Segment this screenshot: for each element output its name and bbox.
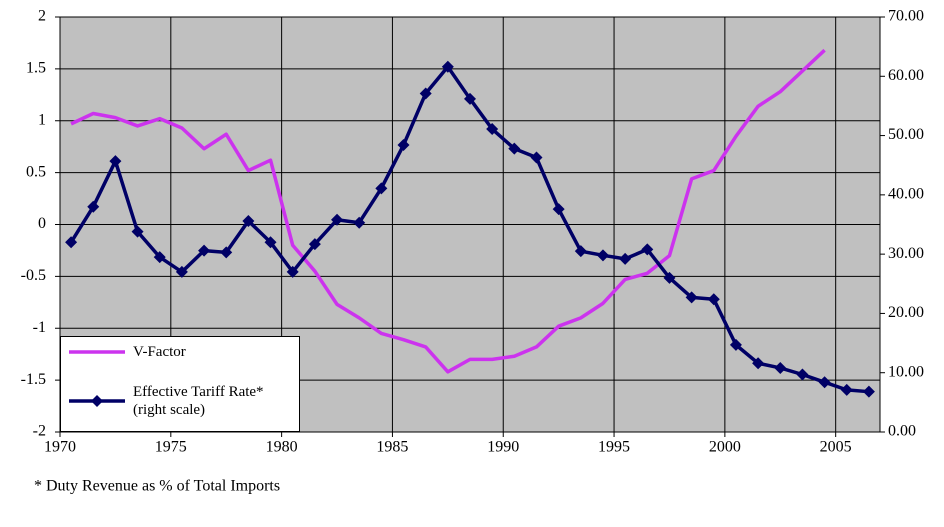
point-marker (530, 151, 543, 164)
legend-label: Effective Tariff Rate* (right scale) (133, 384, 264, 418)
y-tick-label: -1 (33, 319, 46, 336)
x-tick-label: 1970 (44, 439, 76, 456)
legend-swatch (69, 350, 125, 354)
point-marker (175, 265, 188, 278)
point-marker (109, 155, 122, 168)
x-tick-label: 1995 (598, 439, 630, 456)
point-marker (486, 123, 499, 136)
point-marker (663, 271, 676, 284)
point-marker (862, 385, 875, 398)
y2-tick-label: 10.00 (888, 363, 924, 380)
point-marker (818, 376, 831, 389)
y2-tick-label: 40.00 (888, 186, 924, 203)
point-marker (840, 383, 853, 396)
y-tick-label: -2 (33, 423, 46, 440)
x-tick-label: 1975 (155, 439, 187, 456)
y-tick-label: 1.5 (26, 60, 46, 77)
legend-label: V-Factor (133, 344, 186, 360)
series-line (70, 48, 826, 374)
y-tick-label: 0.5 (26, 163, 46, 180)
point-marker (242, 214, 255, 227)
y-tick-label: -1.5 (21, 371, 46, 388)
x-tick-label: 1990 (487, 439, 519, 456)
plot-frame (59, 16, 881, 433)
point-marker (707, 293, 720, 306)
point-marker (220, 246, 233, 259)
y2-tick-label: 30.00 (888, 245, 924, 262)
legend-swatch (69, 395, 125, 407)
x-tick-label: 2000 (709, 439, 741, 456)
x-tick-label: 2005 (820, 439, 852, 456)
point-marker (508, 142, 521, 155)
point-marker (552, 203, 565, 216)
point-marker (353, 216, 366, 229)
footnote: * Duty Revenue as % of Total Imports (34, 478, 280, 495)
point-marker (264, 236, 277, 249)
point-marker (464, 92, 476, 105)
swatch-marker (91, 395, 103, 407)
point-marker (419, 87, 432, 100)
point-marker (752, 357, 765, 370)
point-marker (774, 361, 787, 374)
point-marker (397, 139, 410, 152)
point-marker (375, 182, 388, 195)
point-marker (198, 244, 211, 257)
y2-tick-label: 20.00 (888, 304, 924, 321)
y-tick-label: 2 (38, 8, 46, 25)
y2-tick-label: 50.00 (888, 126, 924, 143)
y2-tick-label: 0.00 (888, 423, 916, 440)
y2-tick-label: 60.00 (888, 67, 924, 84)
x-tick-label: 1980 (266, 439, 298, 456)
legend: V-Factor Effective Tariff Rate* (right sc… (60, 336, 300, 432)
point-marker (308, 238, 321, 251)
point-marker (153, 251, 166, 264)
legend-entry: Effective Tariff Rate* (right scale) (67, 383, 293, 419)
point-marker (87, 200, 100, 213)
point-marker (619, 252, 632, 265)
legend-entry: V-Factor (67, 343, 293, 361)
point-marker (286, 265, 299, 278)
point-marker (65, 236, 78, 249)
y-tick-label: 0 (38, 215, 46, 232)
point-marker (331, 213, 344, 226)
point-marker (131, 225, 144, 238)
point-marker (596, 249, 609, 262)
point-marker (796, 368, 809, 381)
x-tick-label: 1985 (376, 439, 408, 456)
point-marker (685, 291, 698, 304)
point-marker (574, 245, 587, 258)
y-tick-label: 1 (38, 111, 46, 128)
point-marker (729, 338, 742, 351)
y-tick-label: -0.5 (21, 267, 46, 284)
y2-tick-label: 70.00 (888, 8, 924, 25)
point-marker (441, 60, 454, 73)
point-marker (641, 243, 654, 256)
